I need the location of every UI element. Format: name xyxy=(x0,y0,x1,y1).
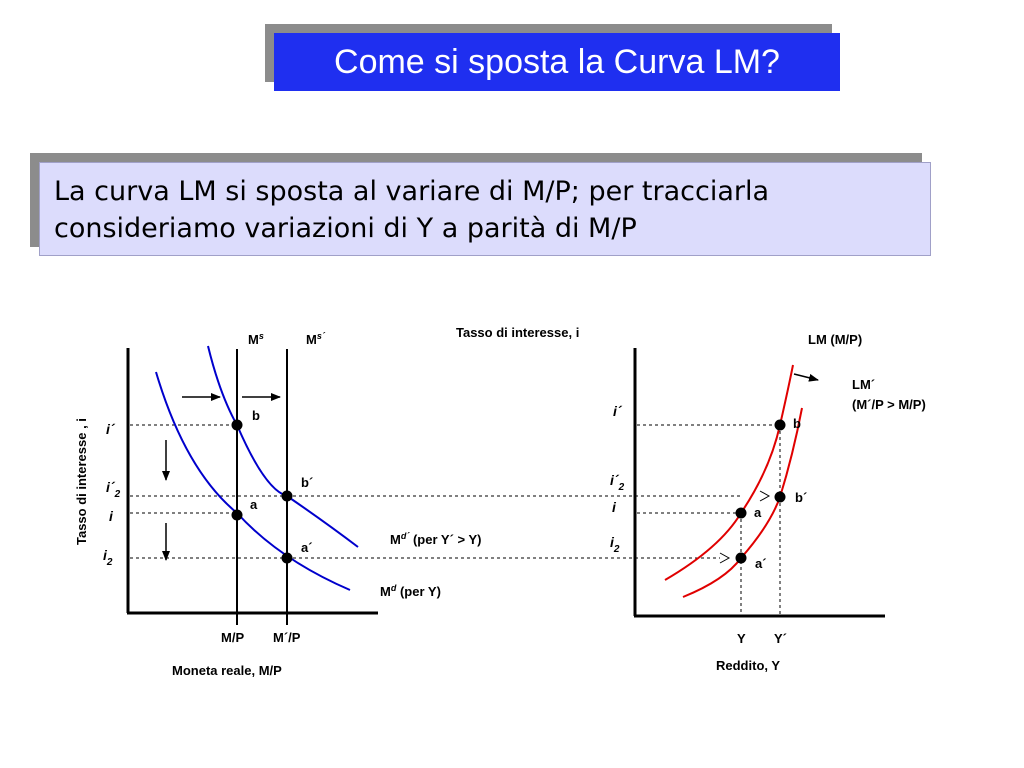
money-supply-label: Ms xyxy=(248,331,264,347)
left-point-a xyxy=(231,509,243,521)
left-point-b xyxy=(231,419,243,431)
subtitle-line-1: La curva LM si sposta al variare di M/P;… xyxy=(54,176,770,207)
money-demand-prime-label: Md´ (per Y´ > Y) xyxy=(390,531,481,547)
left-y-axis-label: Tasso di interesse , i xyxy=(74,418,89,545)
slide-title: Come si sposta la Curva LM? xyxy=(274,33,840,91)
small-arrow-i-2 xyxy=(719,552,731,564)
left-label-a-prime: a´ xyxy=(301,540,313,555)
subtitle-box: La curva LM si sposta al variare di M/P;… xyxy=(39,162,931,256)
money-demand-label: Md (per Y) xyxy=(380,583,441,599)
right-x-axis-label: Reddito, Y xyxy=(716,658,780,673)
left-tick-mp: M/P xyxy=(221,630,244,645)
money-demand-curve xyxy=(155,371,351,591)
right-tick-i: i xyxy=(612,499,617,515)
right-point-a xyxy=(735,507,747,519)
lm-shift-arrow xyxy=(793,373,819,382)
right-tick-y: Y xyxy=(737,631,746,646)
right-label-b: b xyxy=(793,416,801,431)
left-tick-mp-prime: M´/P xyxy=(273,630,301,645)
right-y-axis-label: Tasso di interesse, i xyxy=(456,325,579,340)
left-x-axis-label: Moneta reale, M/P xyxy=(172,663,282,678)
money-demand-prime-curve xyxy=(207,345,359,548)
right-point-b xyxy=(774,419,786,431)
money-supply-prime-label: Ms´ xyxy=(306,331,326,347)
lm-curve xyxy=(664,364,794,581)
lm-curve-label: LM (M/P) xyxy=(808,332,862,347)
left-label-a: a xyxy=(250,497,258,512)
right-tick-i-2: i2 xyxy=(610,534,620,555)
left-label-b-prime: b´ xyxy=(301,475,313,490)
left-tick-i-prime: i´ xyxy=(106,421,116,437)
lm-prime-curve-label-2: (M´/P > M/P) xyxy=(852,397,926,412)
money-market-panel: b b´ a a´ Ms Ms´ Md´ (per Y´ > Y) Md (pe… xyxy=(74,331,481,678)
small-arrow-i-prime-2 xyxy=(759,490,771,502)
right-label-b-prime: b´ xyxy=(795,490,807,505)
right-label-a: a xyxy=(754,505,762,520)
lm-prime-curve-label-1: LM´ xyxy=(852,377,875,392)
left-tick-i-2: i2 xyxy=(103,547,113,568)
lm-prime-curve xyxy=(682,407,803,598)
right-tick-y-prime: Y´ xyxy=(774,631,787,646)
right-label-a-prime: a´ xyxy=(755,556,767,571)
lm-panel: b b´ a a´ LM (M/P) LM´ (M´/P > M/P) i´ i… xyxy=(456,325,926,673)
right-tick-i-prime: i´ xyxy=(613,403,623,419)
subtitle-line-2: consideriamo variazioni di Y a parità di… xyxy=(54,213,637,244)
right-tick-i-prime-2: i´2 xyxy=(610,472,625,493)
right-point-b-prime xyxy=(774,491,786,503)
left-label-b: b xyxy=(252,408,260,423)
left-tick-i: i xyxy=(109,508,114,524)
left-tick-i-prime-2: i´2 xyxy=(106,479,121,500)
right-point-a-prime xyxy=(735,552,747,564)
